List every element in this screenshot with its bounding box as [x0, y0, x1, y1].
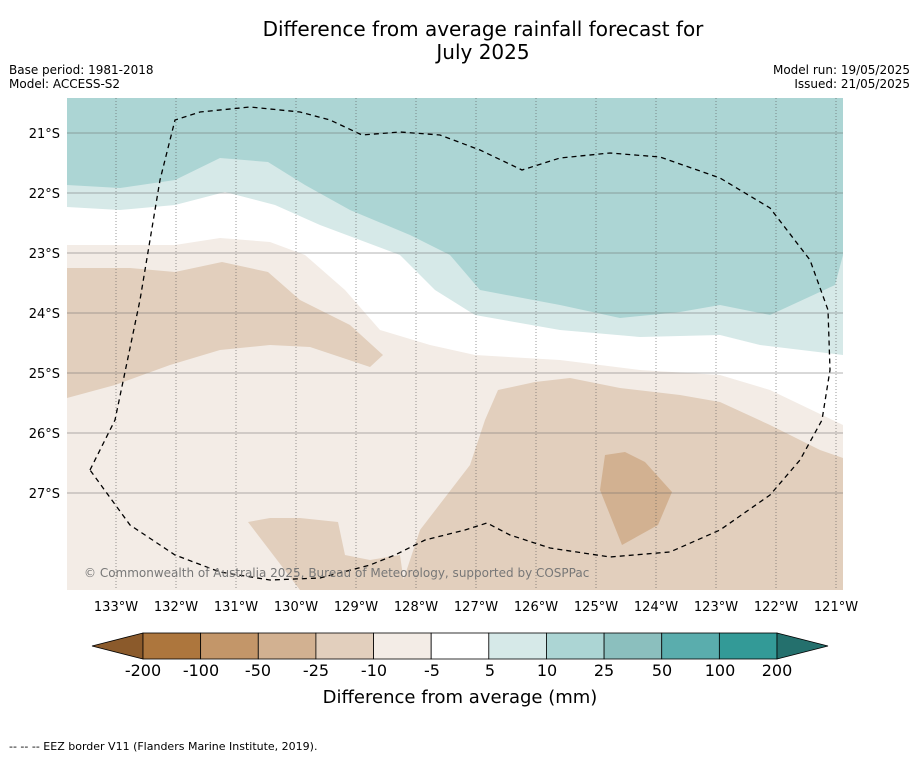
title-line-2: July 2025	[436, 40, 530, 64]
colorbar-tick: 50	[652, 661, 672, 680]
colorbar-segment	[661, 632, 720, 660]
lon-label: 129°W	[334, 600, 378, 615]
colorbar-low-arrow	[91, 632, 144, 660]
lon-label: 130°W	[274, 600, 318, 615]
map-title: Difference from average rainfall forecas…	[0, 18, 919, 64]
meta-left: Base period: 1981-2018 Model: ACCESS-S2	[9, 63, 154, 91]
graticule	[115, 98, 837, 590]
colorbar-tick: 10	[537, 661, 557, 680]
colorbar-tick: 25	[594, 661, 614, 680]
colorbar-segment	[315, 632, 374, 660]
model-run-text: Model run: 19/05/2025	[772, 63, 910, 77]
colorbar-tick: -25	[303, 661, 329, 680]
colorbar-segment	[718, 632, 778, 660]
issued-text: Issued: 21/05/2025	[794, 77, 910, 91]
lon-label: 131°W	[214, 600, 258, 615]
colorbar-segment	[430, 632, 490, 660]
meta-right: Model run: 19/05/2025 Issued: 21/05/2025	[773, 63, 910, 91]
colorbar-label: Difference from average (mm)	[323, 687, 598, 708]
lat-label: 22°S	[29, 187, 60, 202]
copyright-text: © Commonwealth of Australia 2025, Bureau…	[84, 566, 589, 580]
lon-label: 132°W	[154, 600, 198, 615]
colorbar-tick: -10	[361, 661, 387, 680]
colorbar-segment	[373, 632, 432, 660]
lat-label: 23°S	[29, 247, 60, 262]
colorbar-segment	[142, 632, 202, 660]
colorbar-segment	[257, 632, 317, 660]
colorbar-tick: 100	[705, 661, 736, 680]
longitude-labels: 133°W 132°W 131°W 130°W 129°W 128°W 127°…	[94, 600, 858, 615]
lat-label: 21°S	[29, 127, 60, 142]
colorbar-high-arrow	[776, 632, 829, 660]
model-text: Model: ACCESS-S2	[9, 77, 121, 91]
colorbar-segment	[603, 632, 663, 660]
colorbar-tick: -100	[183, 661, 219, 680]
eez-border	[89, 106, 831, 581]
colorbar-tick: 5	[485, 661, 495, 680]
lon-label: 121°W	[814, 600, 858, 615]
wet-10-25-zone	[67, 98, 843, 318]
colorbar-tick: -50	[245, 661, 271, 680]
lon-label: 124°W	[634, 600, 678, 615]
map-area: © Commonwealth of Australia 2025, Bureau…	[67, 98, 843, 590]
colorbar	[91, 632, 829, 660]
colorbar-segment	[546, 632, 605, 660]
dry-10-25-south-zone	[248, 518, 405, 590]
colorbar-segment	[488, 632, 547, 660]
lon-label: 133°W	[94, 600, 138, 615]
colorbar-tick: -5	[424, 661, 440, 680]
footer-note: -- -- -- EEZ border V11 (Flanders Marine…	[9, 740, 318, 753]
colorbar-tick-labels: -200 -100 -50 -25 -10 -5 5 10 25 50 100 …	[125, 661, 792, 680]
lon-label: 126°W	[514, 600, 558, 615]
lon-label: 122°W	[754, 600, 798, 615]
colorbar-tick: 200	[762, 661, 793, 680]
base-period-text: Base period: 1981-2018	[9, 63, 154, 77]
lat-label: 25°S	[29, 367, 60, 382]
colorbar-segment	[200, 632, 259, 660]
lon-label: 127°W	[454, 600, 498, 615]
lon-label: 123°W	[694, 600, 738, 615]
lon-label: 125°W	[574, 600, 618, 615]
latitude-lines	[67, 132, 843, 494]
title-line-1: Difference from average rainfall forecas…	[262, 17, 704, 41]
lat-label: 24°S	[29, 307, 60, 322]
latitude-labels: 21°S 22°S 23°S 24°S 25°S 26°S 27°S	[29, 127, 60, 502]
lon-label: 128°W	[394, 600, 438, 615]
dry-10-25-west-zone	[67, 262, 383, 398]
lat-label: 26°S	[29, 427, 60, 442]
lat-label: 27°S	[29, 487, 60, 502]
dry-25-50-zone	[600, 452, 672, 545]
colorbar-tick: -200	[125, 661, 161, 680]
